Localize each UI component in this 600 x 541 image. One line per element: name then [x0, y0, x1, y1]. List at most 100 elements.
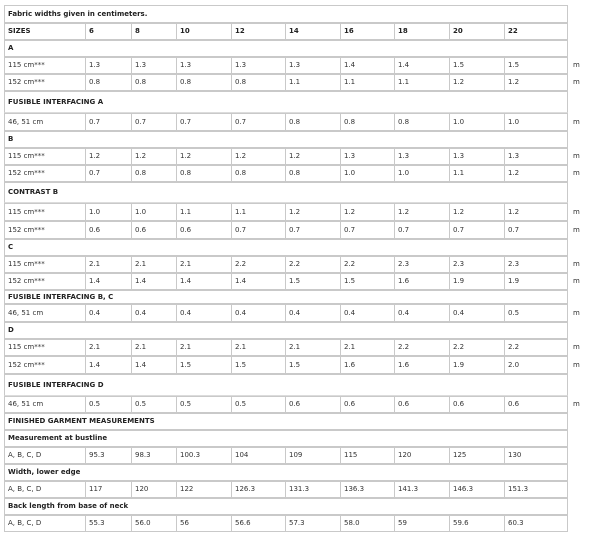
- table-cell: 1.6: [398, 361, 410, 369]
- table-cell-divider: [340, 203, 394, 221]
- table-cell: 1.4: [89, 361, 101, 369]
- row-frame: [4, 356, 568, 374]
- table-cell-divider: [285, 447, 340, 464]
- table-cell-divider: [85, 113, 131, 131]
- table-cell-divider: [394, 256, 449, 273]
- table-cell: 0.7: [289, 226, 301, 234]
- table-cell-divider: [449, 203, 504, 221]
- table-row: SIZES 6 8 10 12 14 16 18 20 22: [0, 23, 600, 40]
- table-row: 46, 51 cm 0.5 0.5 0.5 0.5 0.6 0.6 0.6 0.6 0.6 m: [0, 396, 600, 413]
- table-cell: 0.7: [344, 226, 356, 234]
- table-cell-divider: [131, 148, 176, 165]
- table-row: 152 cm*** 0.7 0.8 0.8 0.8 0.8 1.0 1.0 1.1 1.2 m: [0, 165, 600, 182]
- table-cell-divider: [85, 57, 131, 74]
- table-cell-divider: [340, 515, 394, 532]
- row-frame: [4, 57, 568, 74]
- table-cell-divider: [340, 23, 394, 40]
- table-row: A, B, C, D 55.3 56.0 56 56.6 57.3 58.0 59 59.6 60…: [0, 515, 600, 532]
- table-cell-divider: [285, 165, 340, 182]
- table-cell: 2.1: [89, 260, 101, 268]
- table-cell: 131.3: [289, 485, 310, 493]
- table-cell-divider: [231, 23, 285, 40]
- table-cell-divider: [131, 23, 176, 40]
- table-cell: 0.7: [453, 226, 465, 234]
- size-header-cell: 20: [453, 27, 463, 35]
- table-cell: 2.2: [289, 260, 301, 268]
- table-cell-divider: [340, 256, 394, 273]
- table-cell-divider: [340, 57, 394, 74]
- section-label: A: [8, 44, 14, 52]
- table-cell-divider: [394, 339, 449, 356]
- table-cell: 1.9: [508, 277, 520, 285]
- table-cell-divider: [131, 113, 176, 131]
- table-row: 115 cm*** 2.1 2.1 2.1 2.1 2.1 2.1 2.2 2.2 2.2 m: [0, 339, 600, 356]
- table-cell-divider: [176, 481, 231, 498]
- table-cell: 1.4: [135, 361, 147, 369]
- table-cell-divider: [176, 221, 231, 239]
- table-cell-divider: [85, 304, 131, 322]
- table-cell: 1.0: [398, 169, 410, 177]
- table-cell: 0.6: [289, 400, 301, 408]
- table-cell: 126.3: [235, 485, 256, 493]
- table-cell-divider: [394, 273, 449, 290]
- table-cell: 120: [398, 451, 412, 459]
- table-row: 115 cm*** 1.2 1.2 1.2 1.2 1.2 1.3 1.3 1.3 1.3 m: [0, 148, 600, 165]
- table-cell-divider: [285, 481, 340, 498]
- section-label: FUSIBLE INTERFACING A: [8, 98, 104, 106]
- row-frame: [4, 113, 568, 131]
- table-cell: 0.6: [398, 400, 410, 408]
- table-cell: 58.0: [344, 519, 360, 527]
- row-frame: [4, 203, 568, 221]
- table-cell-divider: [449, 273, 504, 290]
- table-cell-divider: [131, 256, 176, 273]
- table-row: 115 cm*** 1.3 1.3 1.3 1.3 1.3 1.4 1.4 1.5 1.5 m: [0, 57, 600, 74]
- table-cell: 55.3: [89, 519, 105, 527]
- table-cell-divider: [131, 221, 176, 239]
- table-cell-divider: [340, 221, 394, 239]
- unit-label: m: [573, 169, 580, 177]
- table-cell-divider: [131, 356, 176, 374]
- table-cell-divider: [176, 273, 231, 290]
- table-cell-divider: [504, 113, 568, 131]
- table-cell: 1.4: [89, 277, 101, 285]
- table-cell: 0.8: [180, 169, 192, 177]
- row-label: 152 cm***: [8, 361, 45, 369]
- table-cell-divider: [176, 23, 231, 40]
- table-cell-divider: [285, 256, 340, 273]
- table-cell-divider: [449, 356, 504, 374]
- unit-label: m: [573, 118, 580, 126]
- table-cell: 0.7: [180, 118, 192, 126]
- table-row: FINISHED GARMENT MEASUREMENTS: [0, 413, 600, 430]
- table-row: B: [0, 131, 600, 148]
- row-frame: [4, 396, 568, 413]
- table-cell: 0.5: [180, 400, 192, 408]
- table-cell: 1.5: [508, 61, 520, 69]
- table-cell: 1.2: [508, 169, 520, 177]
- table-cell-divider: [231, 148, 285, 165]
- row-frame: [4, 322, 568, 339]
- table-cell-divider: [231, 515, 285, 532]
- row-label: 115 cm***: [8, 208, 45, 216]
- header-label: SIZES: [8, 27, 31, 35]
- table-cell-divider: [504, 447, 568, 464]
- table-cell: 1.5: [289, 361, 301, 369]
- row-frame: [4, 304, 568, 322]
- unit-label: m: [573, 61, 580, 69]
- row-frame: [4, 481, 568, 498]
- table-row: FUSIBLE INTERFACING B, C: [0, 290, 600, 304]
- table-cell: 2.1: [135, 343, 147, 351]
- table-cell: 2.2: [344, 260, 356, 268]
- table-cell-divider: [131, 447, 176, 464]
- table-cell: 141.3: [398, 485, 419, 493]
- table-cell-divider: [285, 356, 340, 374]
- table-cell: 59.6: [453, 519, 469, 527]
- table-cell-divider: [394, 23, 449, 40]
- table-cell: 146.3: [453, 485, 474, 493]
- table-cell: 0.4: [344, 309, 356, 317]
- table-cell-divider: [176, 203, 231, 221]
- row-frame: [4, 339, 568, 356]
- table-cell: 0.7: [508, 226, 520, 234]
- table-cell-divider: [285, 273, 340, 290]
- table-cell: 0.4: [180, 309, 192, 317]
- table-cell-divider: [176, 396, 231, 413]
